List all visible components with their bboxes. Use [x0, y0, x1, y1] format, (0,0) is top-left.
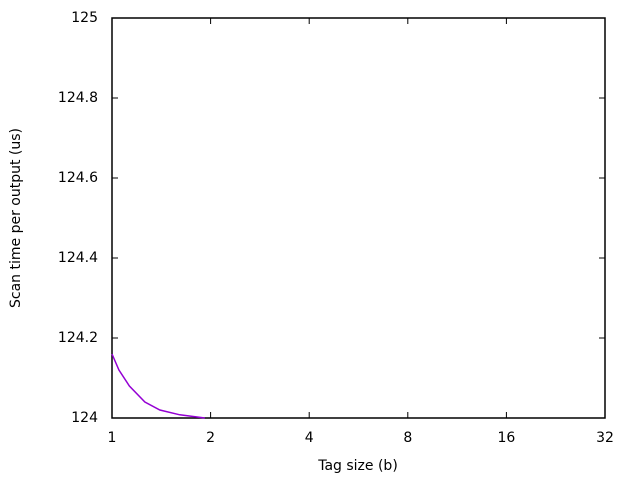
y-tick-label: 124.8 — [58, 90, 98, 106]
y-axis-label: Scan time per output (us) — [8, 128, 24, 308]
x-tick-label: 32 — [596, 430, 614, 446]
plot-frame — [111, 17, 606, 419]
y-tick-label: 124.2 — [58, 330, 98, 346]
y-tick-label: 124.6 — [58, 170, 98, 186]
x-tick-label: 2 — [206, 430, 215, 446]
data-line — [111, 353, 205, 419]
x-axis-label: Tag size (b) — [317, 458, 398, 474]
x-tick-label: 4 — [305, 430, 314, 446]
y-tick-label: 124.4 — [58, 250, 98, 266]
x-tick-label: 1 — [108, 430, 117, 446]
x-tick-label: 16 — [497, 430, 515, 446]
y-tick-label: 125 — [71, 10, 98, 26]
x-tick-label: 8 — [403, 430, 412, 446]
y-tick-label: 124 — [71, 410, 98, 426]
